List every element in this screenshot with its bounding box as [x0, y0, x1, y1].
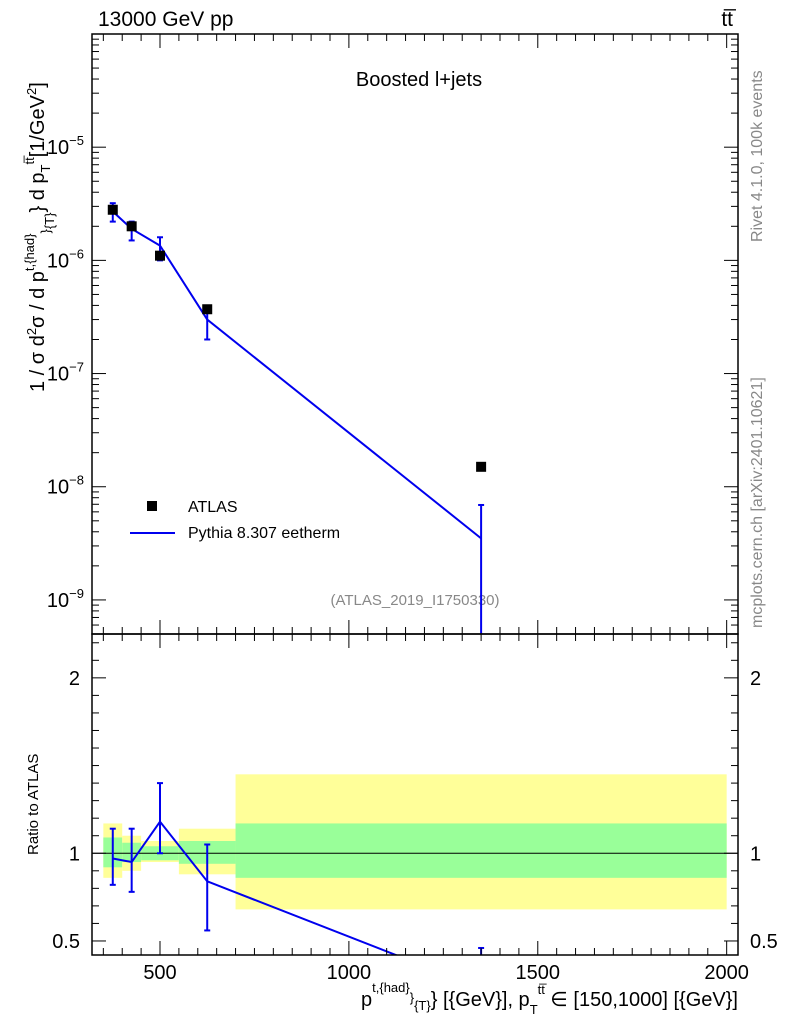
atlas-data-point — [202, 304, 213, 315]
ratio-y-tick-labels: 0.5 0.5 1 1 2 2 — [52, 668, 778, 953]
atlas-data-point — [126, 221, 137, 232]
atlas-data-point — [107, 204, 118, 215]
y-tick-label: 10−9 — [47, 586, 84, 612]
x-tick-label: 1000 — [327, 962, 372, 984]
y-tick-label: 10−7 — [47, 360, 84, 386]
main-frame — [91, 33, 739, 635]
main-y-tick-labels: 10−9 10−8 10−7 10−6 10−5 — [47, 133, 84, 612]
main-y-axis — [92, 33, 738, 635]
main-panel: Boosted l+jets (ATLAS_2019_I1750330) 10−… — [22, 33, 739, 635]
x-tick-label: 2000 — [704, 962, 749, 984]
ratio-y-axis-label: Ratio to ATLAS — [25, 754, 42, 855]
main-y-axis-label: 1 / σ d2σ / d pt,{had}}{T}} d pTtt̅[1/Ge… — [22, 82, 57, 392]
ratio-y-tick-label-left: 2 — [69, 668, 80, 690]
data-series — [107, 204, 487, 472]
ratio-y-tick-label-right: 1 — [750, 843, 761, 865]
x-tick-label: 500 — [143, 962, 176, 984]
y-tick-label: 10−8 — [47, 473, 84, 499]
y-tick-label: 10−5 — [47, 133, 84, 159]
ratio-y-tick-label-right: 0.5 — [750, 931, 778, 953]
ratio-y-tick-label-left: 1 — [69, 843, 80, 865]
ratio-frame — [91, 633, 739, 956]
green-uncertainty-band — [235, 823, 727, 878]
mc-series — [109, 202, 485, 634]
energy-label: 13000 GeV pp — [98, 8, 233, 31]
atlas-data-point — [476, 461, 487, 472]
x-axis-label: pt,{had}}{T}} [{GeV}], pTtt̅ ∈ [150,1000… — [361, 980, 738, 1017]
analysis-watermark: (ATLAS_2019_I1750330) — [330, 592, 499, 609]
process-label: tt̅ — [721, 8, 737, 31]
x-tick-labels: 500 1000 1500 2000 — [143, 962, 749, 984]
mcplots-label: mcplots.cern.ch [arXiv:2401.10621] — [749, 377, 766, 628]
ratio-mc-series — [109, 782, 485, 955]
ratio-y-tick-label-left: 0.5 — [52, 931, 80, 953]
main-x-axis-ticks — [102, 34, 728, 634]
mc-line — [112, 210, 482, 540]
main-title: Boosted l+jets — [356, 69, 482, 91]
y-tick-label: 10−6 — [47, 246, 84, 272]
legend-label-pythia: Pythia 8.307 eetherm — [188, 525, 340, 542]
ratio-panel: 0.5 0.5 1 1 2 2 500 1000 1500 2000 Ratio to ATLA… — [25, 633, 778, 1017]
rivet-version-label: Rivet 4.1.0, 100k events — [749, 70, 766, 242]
uncertainty-bands — [103, 774, 727, 910]
legend: ATLAS Pythia 8.307 eetherm — [130, 499, 340, 542]
atlas-data-point — [155, 250, 165, 261]
x-tick-label: 1500 — [516, 962, 561, 984]
legend-label-atlas: ATLAS — [188, 499, 238, 516]
ratio-axes-ticks — [92, 634, 738, 955]
legend-marker-atlas — [147, 501, 157, 511]
ratio-y-tick-label-right: 2 — [750, 668, 761, 690]
